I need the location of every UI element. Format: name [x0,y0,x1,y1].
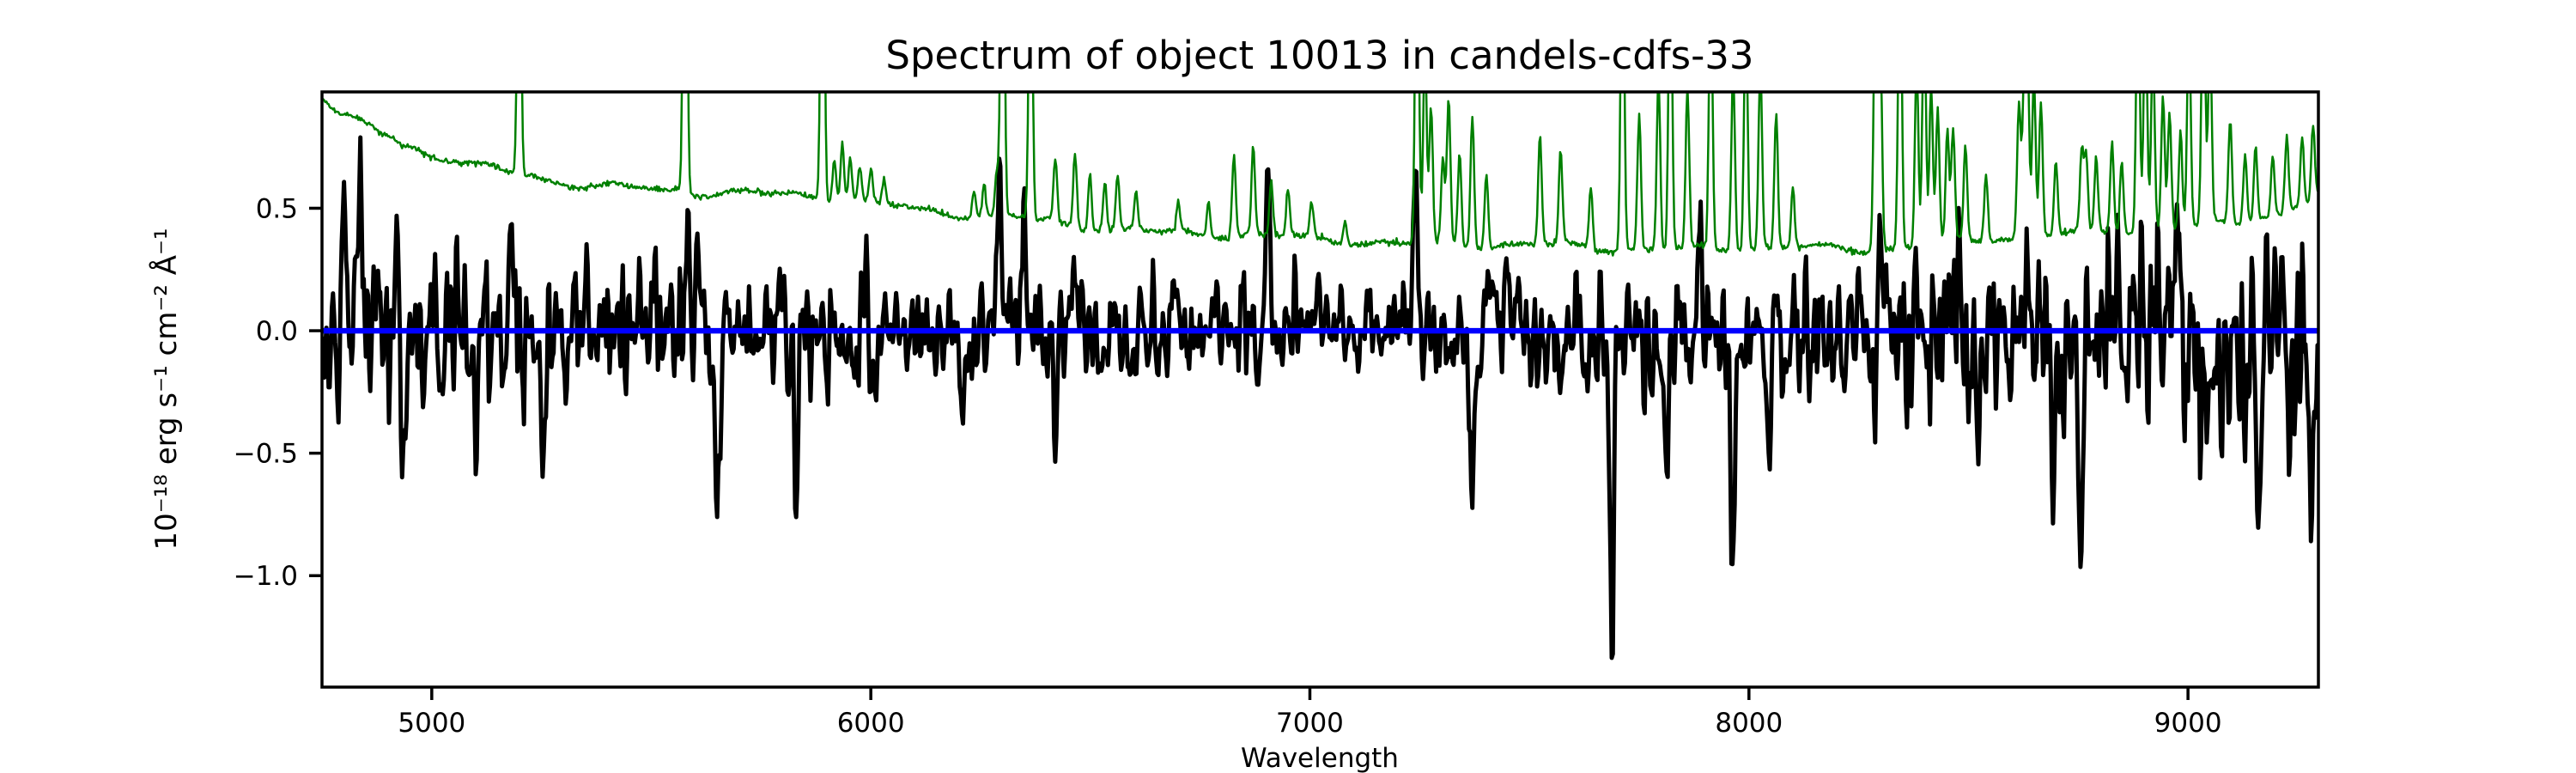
y-tick-label: −1.0 [234,561,298,592]
plot-title: Spectrum of object 10013 in candels-cdfs… [885,33,1753,78]
x-tick-label: 5000 [398,708,465,739]
x-axis-label: Wavelength [1241,743,1399,773]
y-tick-label: 0.0 [256,316,298,347]
x-tick-label: 6000 [837,708,905,739]
x-tick-label: 8000 [1715,708,1783,739]
x-tick-label: 7000 [1276,708,1344,739]
axes-layer: 5000 6000 7000 8000 9000 0.5 0.0 −0.5 −1.0 [234,193,2222,739]
x-tick-label: 9000 [2154,708,2222,739]
series-layer [322,92,2318,660]
noise-series-line [322,92,2318,257]
y-axis-label: 10⁻¹⁸ erg s⁻¹ cm⁻² Å⁻¹ [149,228,184,550]
plot-box-spines [320,90,2320,689]
y-tick-label: 0.5 [256,193,298,224]
y-tick-label: −0.5 [234,439,298,470]
flux-series-line [322,135,2318,660]
